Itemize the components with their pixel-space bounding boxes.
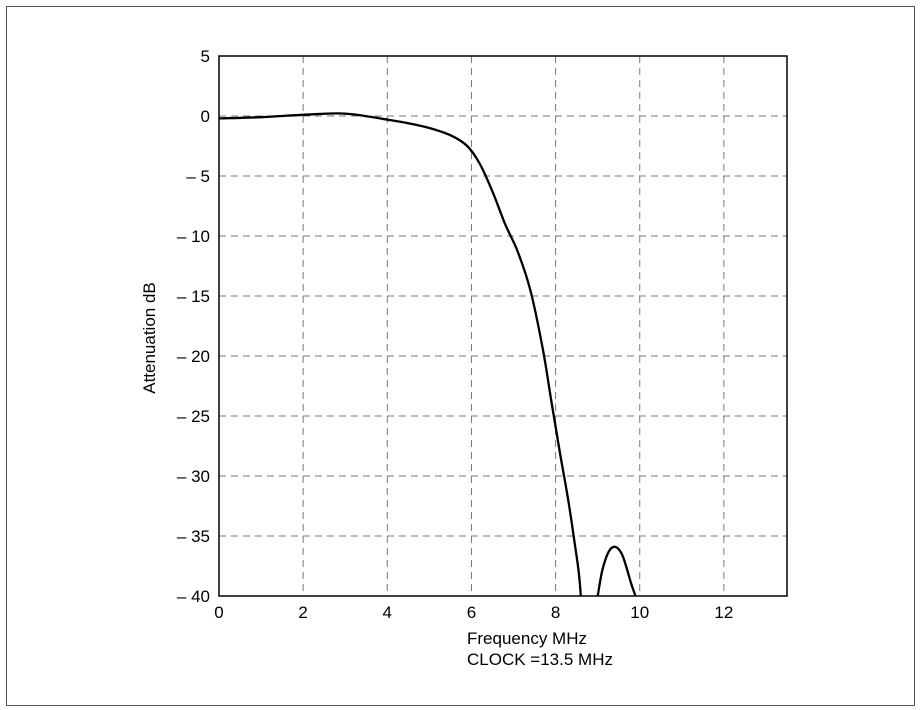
y-tick-label: – 30 [177,467,210,486]
y-tick-label: – 15 [177,287,210,306]
y-tick-label: – 35 [177,527,210,546]
grid [219,56,787,596]
y-axis-label: Attenuation dB [140,282,159,394]
y-tick-label: – 5 [186,167,210,186]
x-tick-label: 10 [630,603,649,622]
figure-frame [6,6,915,706]
x-axis-label: Frequency MHz [467,629,587,648]
y-tick-label: 5 [201,47,210,66]
series-curves [218,112,637,597]
x-tick-label: 4 [383,603,392,622]
x-tick-label: 12 [714,603,733,622]
clock-annotation: CLOCK =13.5 MHz [467,650,613,669]
y-tick-label: – 10 [177,227,210,246]
y-tick-label: – 25 [177,407,210,426]
x-tick-label: 2 [298,603,307,622]
plot-area [218,55,788,597]
x-tick-label: 8 [551,603,560,622]
stopband-lobe-curve [596,545,637,597]
response-curve [218,112,582,597]
y-tick-label: – 20 [177,347,210,366]
x-tick-label: 0 [214,603,223,622]
y-tick-label: 0 [201,107,210,126]
x-tick-label: 6 [467,603,476,622]
tick-labels: 0 2 4 6 8 10 12 5 0 – 5 – 10 – 15 – 20 – 25 – 30 – 35 – … [177,47,733,622]
y-tick-label: – 40 [177,587,210,606]
